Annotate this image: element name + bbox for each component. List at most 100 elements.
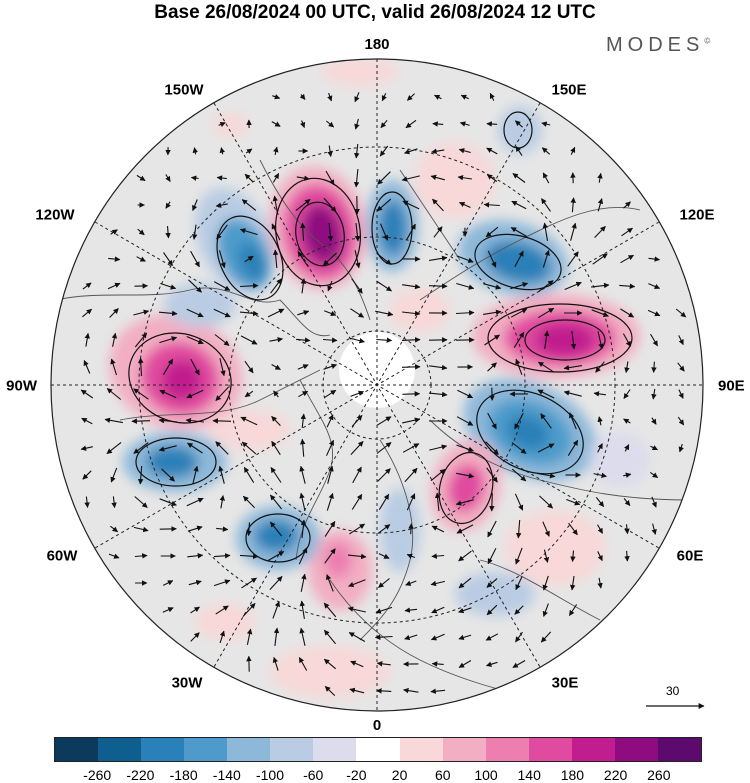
wind-arrow <box>190 175 199 181</box>
wind-arrow <box>323 389 337 399</box>
wind-arrow <box>624 444 630 452</box>
wind-arrow <box>133 388 149 400</box>
wind-arrow <box>514 120 523 128</box>
wind-arrow <box>324 520 336 537</box>
wind-arrow <box>187 442 203 454</box>
wind-arrow <box>299 600 306 619</box>
wind-arrow <box>403 687 419 694</box>
wind-arrow <box>243 495 255 509</box>
wind-arrow <box>402 391 421 397</box>
wind-arrow <box>165 174 171 182</box>
wind-arrow <box>131 418 151 424</box>
wind-arrow <box>351 414 363 427</box>
wind-arrow <box>188 279 202 293</box>
wind-arrow <box>216 175 227 181</box>
wind-arrow <box>161 468 175 482</box>
wind-arrow <box>487 412 497 430</box>
colorbar-swatch <box>657 738 701 761</box>
colorbar-tick-label: 100 <box>474 767 498 783</box>
colorbar-swatch <box>55 738 99 761</box>
wind-vectors <box>80 92 687 696</box>
wind-arrow <box>515 576 523 591</box>
wind-arrow <box>219 358 226 377</box>
brand-name: MODES <box>606 34 705 56</box>
wind-arrow <box>458 201 471 209</box>
wind-arrow <box>485 633 499 641</box>
wind-arrow <box>272 173 280 183</box>
wind-arrow <box>430 174 446 181</box>
wind-arrow <box>401 364 421 370</box>
wind-arrow <box>459 121 470 127</box>
wind-arrow <box>134 332 148 348</box>
wind-arrow <box>239 553 259 560</box>
wind-arrow <box>273 390 279 398</box>
wind-arrow <box>243 466 255 483</box>
wind-arrow <box>623 389 631 399</box>
wind-arrow <box>434 94 442 100</box>
wind-arrow <box>213 281 231 291</box>
wind-arrow <box>299 627 306 646</box>
wind-arrow <box>267 308 285 318</box>
wind-arrow <box>326 492 334 511</box>
wind-arrow <box>515 145 523 156</box>
wind-arrow <box>188 579 202 586</box>
wind-arrow <box>677 416 685 426</box>
wind-arrow <box>351 278 363 294</box>
map-boundary <box>50 58 704 712</box>
wind-arrow <box>432 198 444 212</box>
wind-arrow <box>624 361 630 374</box>
wind-arrow <box>323 363 338 370</box>
wind-arrow <box>487 362 497 372</box>
wind-arrow <box>510 282 529 290</box>
wind-arrow <box>349 523 366 535</box>
wind-arrow <box>620 254 634 264</box>
wind-arrow <box>324 686 336 696</box>
wind-arrow <box>542 575 549 591</box>
wind-arrow <box>347 606 366 613</box>
wind-arrow <box>484 334 500 346</box>
wind-arrow <box>543 330 550 349</box>
lon-label-180: 180 <box>364 36 390 53</box>
wind-arrow <box>513 331 525 348</box>
wind-arrow <box>271 440 281 455</box>
wind-arrow <box>485 226 499 238</box>
wind-arrow <box>538 280 554 292</box>
wind-arrow <box>300 222 306 242</box>
wind-arrow <box>159 498 177 507</box>
wind-arrow <box>593 391 606 397</box>
wind-arrow <box>300 278 307 294</box>
wind-arrow <box>428 391 448 398</box>
wind-arrow <box>325 170 335 186</box>
colorbar-tick-label: -60 <box>303 767 324 783</box>
wind-arrow <box>539 495 554 509</box>
wind-arrow <box>429 255 448 262</box>
wind-arrow <box>83 359 91 374</box>
wind-arrow <box>348 632 366 642</box>
wind-arrow <box>483 283 502 290</box>
wind-arrow <box>569 576 576 591</box>
wind-arrow <box>186 389 204 399</box>
lon-label-120w: 120W <box>35 206 75 224</box>
wind-arrow <box>239 310 259 317</box>
wind-arrow <box>458 607 472 614</box>
wind-arrow <box>456 444 475 452</box>
wind-arrow <box>379 223 389 241</box>
wind-arrow <box>271 223 281 241</box>
wind-arrow <box>185 417 204 424</box>
wind-arrow <box>272 195 279 214</box>
wind-arrow <box>376 661 391 667</box>
wind-arrow <box>597 416 603 426</box>
wind-arrow <box>378 493 390 510</box>
wind-arrow <box>431 148 445 154</box>
wind-arrow <box>354 118 360 130</box>
map-title: Base 26/08/2024 00 UTC, valid 26/08/2024… <box>154 2 596 23</box>
colorbar-swatch <box>614 738 658 761</box>
colorbar-tick-label: 60 <box>435 767 451 783</box>
wind-arrow <box>271 121 281 127</box>
wind-arrow <box>511 468 527 482</box>
wind-arrow <box>213 308 231 318</box>
wind-arrow <box>376 253 392 265</box>
wind-arrow <box>378 553 390 559</box>
wind-arrow <box>486 604 498 616</box>
wind-arrow <box>489 92 495 101</box>
